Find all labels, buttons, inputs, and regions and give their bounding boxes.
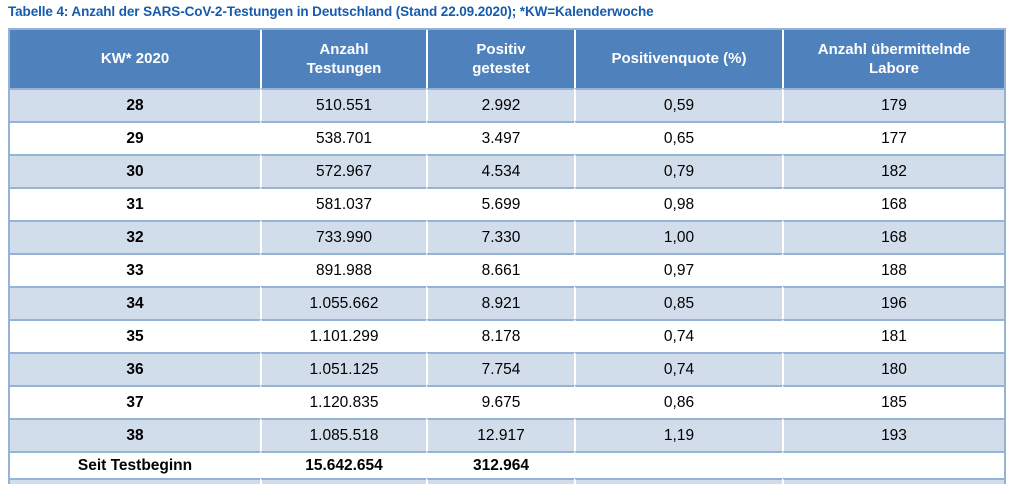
table-row-kw36: 36 1.051.125 7.754 0,74 180: [10, 352, 1004, 385]
cell-quote: 0,79: [574, 154, 782, 187]
table-row-kw37: 37 1.120.835 9.675 0,86 185: [10, 385, 1004, 418]
cell-labore: [782, 478, 1004, 484]
table-row-kw35: 35 1.101.299 8.178 0,74 181: [10, 319, 1004, 352]
cell-kw: 28: [10, 88, 260, 121]
column-header-testungen: Anzahl Testungen: [260, 30, 426, 88]
cell-testungen: 733.990: [260, 220, 426, 253]
cell-quote: 0,86: [574, 385, 782, 418]
column-header-positiv: Positiv getestet: [426, 30, 574, 88]
cell-positiv: 9.675: [426, 385, 574, 418]
cell-positiv: 8.178: [426, 319, 574, 352]
table-row-kw38: 38 1.085.518 12.917 1,19 193: [10, 418, 1004, 451]
cell-kw: Seit Testbeginn: [10, 451, 260, 478]
cell-kw: 38: [10, 418, 260, 451]
cell-positiv: 3.497: [426, 121, 574, 154]
cell-quote: 0,59: [574, 88, 782, 121]
cell-positiv: [426, 478, 574, 484]
cell-testungen: 1.051.125: [260, 352, 426, 385]
totals-row: Seit Testbeginn 15.642.654 312.964: [10, 451, 1004, 478]
cell-positiv: 4.534: [426, 154, 574, 187]
table-row-kw29: 29 538.701 3.497 0,65 177: [10, 121, 1004, 154]
table-row-kw34: 34 1.055.662 8.921 0,85 196: [10, 286, 1004, 319]
table-row-kw28: 28 510.551 2.992 0,59 179: [10, 88, 1004, 121]
cell-quote: 1,19: [574, 418, 782, 451]
cell-testungen: 572.967: [260, 154, 426, 187]
cell-testungen: 15.642.654: [260, 451, 426, 478]
cell-testungen: 1.101.299: [260, 319, 426, 352]
cell-testungen: 891.988: [260, 253, 426, 286]
cell-testungen: 1.085.518: [260, 418, 426, 451]
cell-quote: 0,74: [574, 352, 782, 385]
cell-testungen: 1.055.662: [260, 286, 426, 319]
cell-positiv: 8.661: [426, 253, 574, 286]
cell-quote: 1,00: [574, 220, 782, 253]
table-row-kw33: 33 891.988 8.661 0,97 188: [10, 253, 1004, 286]
cell-quote: [574, 451, 782, 478]
header-row: KW* 2020 Anzahl Testungen Positiv getest…: [10, 30, 1004, 88]
column-header-kw: KW* 2020: [10, 30, 260, 88]
cell-labore: 168: [782, 187, 1004, 220]
cell-kw: 34: [10, 286, 260, 319]
cell-kw: 35: [10, 319, 260, 352]
cell-kw: 30: [10, 154, 260, 187]
cell-quote: 0,98: [574, 187, 782, 220]
cell-labore: 180: [782, 352, 1004, 385]
cell-kw: 36: [10, 352, 260, 385]
table-caption: Tabelle 4: Anzahl der SARS-CoV-2-Testung…: [8, 4, 654, 19]
table-row-kw32: 32 733.990 7.330 1,00 168: [10, 220, 1004, 253]
cell-positiv: 2.992: [426, 88, 574, 121]
cell-testungen: 538.701: [260, 121, 426, 154]
testing-data-table: KW* 2020 Anzahl Testungen Positiv getest…: [8, 28, 1006, 484]
cell-quote: 0,74: [574, 319, 782, 352]
cell-testungen: 1.120.835: [260, 385, 426, 418]
cell-labore: 185: [782, 385, 1004, 418]
cell-labore: 188: [782, 253, 1004, 286]
cell-kw: 33: [10, 253, 260, 286]
cell-kw: 29: [10, 121, 260, 154]
cell-positiv: 8.921: [426, 286, 574, 319]
cell-labore: [782, 451, 1004, 478]
cell-testungen: 510.551: [260, 88, 426, 121]
cell-positiv: 7.754: [426, 352, 574, 385]
cell-labore: 177: [782, 121, 1004, 154]
table-row-kw30: 30 572.967 4.534 0,79 182: [10, 154, 1004, 187]
partial-clipped-row: [10, 478, 1004, 484]
cell-quote: [574, 478, 782, 484]
cell-positiv: 7.330: [426, 220, 574, 253]
cell-quote: 0,65: [574, 121, 782, 154]
cell-positiv: 312.964: [426, 451, 574, 478]
column-header-labore: Anzahl übermittelnde Labore: [782, 30, 1004, 88]
cell-kw: [10, 478, 260, 484]
cell-kw: 32: [10, 220, 260, 253]
column-header-quote: Positivenquote (%): [574, 30, 782, 88]
cell-positiv: 5.699: [426, 187, 574, 220]
cell-quote: 0,85: [574, 286, 782, 319]
cell-labore: 168: [782, 220, 1004, 253]
cell-testungen: [260, 478, 426, 484]
cell-labore: 179: [782, 88, 1004, 121]
cell-labore: 196: [782, 286, 1004, 319]
table-row-kw31: 31 581.037 5.699 0,98 168: [10, 187, 1004, 220]
cell-kw: 37: [10, 385, 260, 418]
cell-labore: 182: [782, 154, 1004, 187]
cell-positiv: 12.917: [426, 418, 574, 451]
cell-quote: 0,97: [574, 253, 782, 286]
cell-kw: 31: [10, 187, 260, 220]
cell-labore: 181: [782, 319, 1004, 352]
cell-testungen: 581.037: [260, 187, 426, 220]
cell-labore: 193: [782, 418, 1004, 451]
